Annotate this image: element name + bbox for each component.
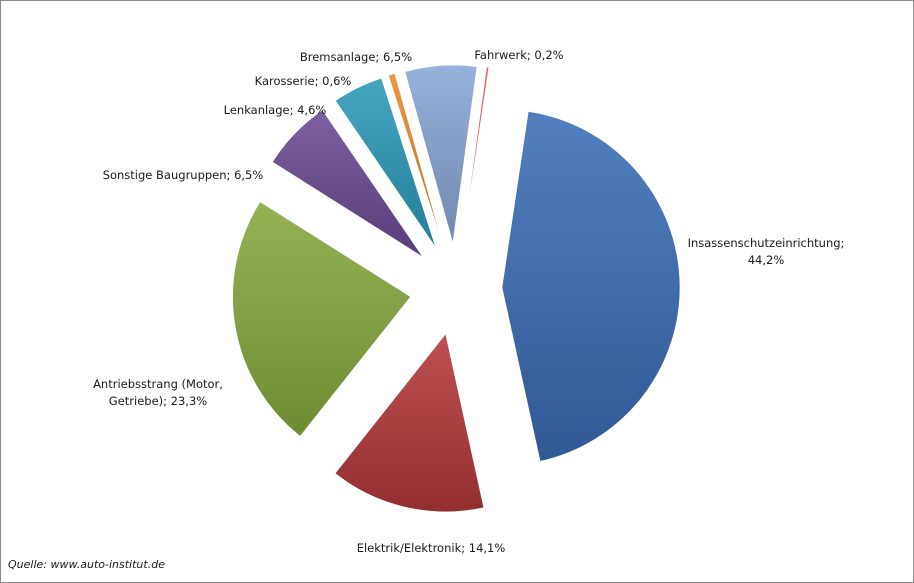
slice-label-bremsanlage-6-5: Bremsanlage; 6,5% [300, 50, 412, 64]
slice-label-fahrwerk-0-2: Fahrwerk; 0,2% [474, 48, 563, 62]
slice-label-elektrik-elektronik-14-1: Elektrik/Elektronik; 14,1% [357, 541, 506, 555]
pie-slice-fahrwerk-0-2 [462, 66, 490, 244]
slice-labels: Insassenschutzeinrichtung; 44,2% Elektrik/… [93, 48, 844, 555]
slice-label-sonstige-baugruppen-6-5: Sonstige Baugruppen; 6,5% [103, 168, 264, 182]
pie-slice-bremsanlage-6-5 [404, 64, 478, 244]
source-note: Quelle: www.auto-institut.de [8, 558, 165, 571]
pie-slice-antriebsstrang-motor [232, 201, 412, 437]
slice-label-antriebsstrang-motor: Antriebsstrang (Motor, Getriebe); 23,3% [93, 377, 223, 408]
pie-slice-elektrik-elektronik-14-1 [334, 333, 485, 513]
pie-slices [232, 64, 681, 513]
slice-label-karosserie-0-6: Karosserie; 0,6% [255, 74, 352, 88]
slice-label-insassenschutzeinrichtung: Insassenschutzeinrichtung; 44,2% [688, 236, 845, 267]
slice-label-lenkanlage-4-6: Lenkanlage; 4,6% [224, 103, 327, 117]
pie-slice-sonstige-baugruppen-6-5 [271, 109, 424, 258]
pie-slice-lenkanlage-4-6 [334, 77, 437, 248]
pie-slice-insassenschutzeinrichtung [501, 111, 681, 462]
pie-slice-karosserie-0-6 [388, 73, 444, 246]
